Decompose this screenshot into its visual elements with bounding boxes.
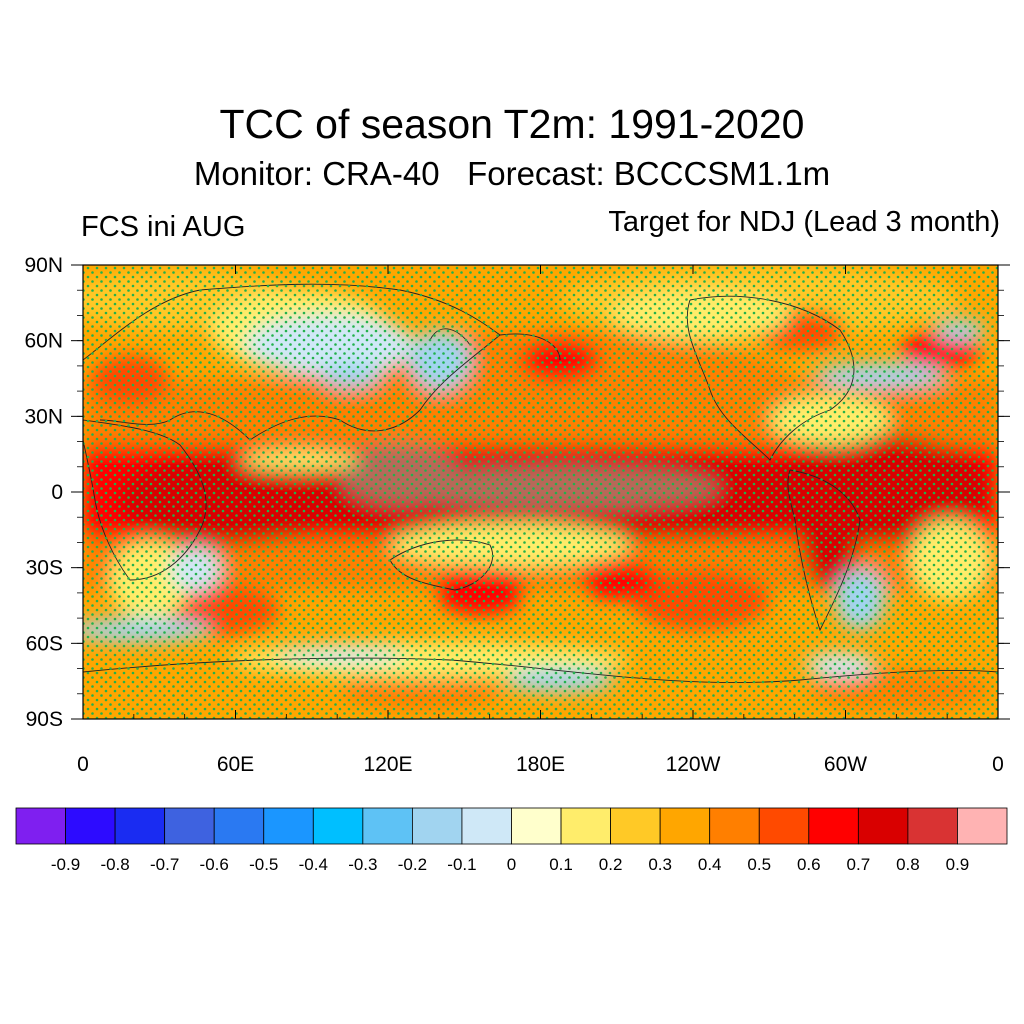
colorbar-swatch: [808, 807, 859, 845]
colorbar-swatch: [213, 807, 265, 845]
colorbar-label: 0.5: [747, 855, 771, 874]
colorbar-swatch: [857, 807, 909, 845]
init-label: FCS ini AUG: [81, 211, 246, 243]
colorbar-label: -0.3: [348, 855, 377, 874]
colorbar-label: -0.7: [150, 855, 179, 874]
colorbar-swatch: [114, 807, 166, 845]
x-tick-label: 60E: [217, 753, 254, 776]
colorbar-label: -0.8: [100, 855, 129, 874]
y-tick-label: 60S: [26, 632, 63, 655]
colorbar-swatch: [610, 807, 661, 845]
y-tick-label: 0: [51, 481, 63, 504]
colorbar-swatch: [461, 807, 512, 845]
colorbar-label: -0.6: [200, 855, 229, 874]
y-tick-label: 90S: [26, 708, 63, 731]
map-plot-area: [83, 265, 998, 719]
x-tick-label: 0: [992, 753, 1004, 776]
colorbar-label: 0.6: [797, 855, 821, 874]
colorbar-swatch: [263, 807, 314, 845]
y-tick-label: 30S: [26, 557, 63, 580]
colorbar-label: -0.1: [447, 855, 476, 874]
colorbar-label: 0.3: [648, 855, 672, 874]
colorbar-label: -0.9: [51, 855, 80, 874]
colorbar-swatch: [65, 807, 116, 845]
colorbar-swatch: [312, 807, 364, 845]
colorbar: -0.9 -0.8 -0.7 -0.6 -0.5 -0.4 -0.3 -0.2 -0.1 0 0.1…: [15, 807, 1008, 874]
colorbar-label: -0.4: [299, 855, 328, 874]
colorbar-swatch: [709, 807, 760, 845]
colorbar-label: 0.8: [896, 855, 920, 874]
x-tick-label: 0: [77, 753, 89, 776]
y-tick-label: 30N: [24, 405, 63, 428]
colorbar-label: 0.2: [599, 855, 623, 874]
colorbar-swatch: [560, 807, 611, 845]
colorbar-label: 0.4: [698, 855, 722, 874]
colorbar-label: 0.7: [847, 855, 871, 874]
colorbar-swatch: [758, 807, 810, 845]
colorbar-swatch: [659, 807, 711, 845]
x-tick-label: 120W: [666, 753, 721, 776]
colorbar-label: 0: [507, 855, 516, 874]
colorbar-swatch: [362, 807, 413, 845]
x-tick-label: 120E: [363, 753, 412, 776]
colorbar-label: -0.2: [398, 855, 427, 874]
y-tick-label: 60N: [24, 330, 63, 353]
colorbar-label: 0.9: [946, 855, 970, 874]
colorbar-swatch: [411, 807, 463, 845]
target-label: Target for NDJ (Lead 3 month): [608, 206, 1000, 238]
colorbar-swatch: [15, 807, 66, 845]
x-tick-label: 180E: [516, 753, 565, 776]
axis-layer: 0 60E 120E 180E 120W 60W 0 90N 60N 30N 0 30S 60S 90S: [24, 254, 1010, 776]
colorbar-swatch: [164, 807, 215, 845]
page-title: TCC of season T2m: 1991-2020: [219, 101, 805, 147]
colorbar-swatch: [907, 807, 958, 845]
x-tick-label: 60W: [824, 753, 867, 776]
colorbar-label: 0.1: [549, 855, 573, 874]
colorbar-swatch: [957, 807, 1008, 845]
colorbar-swatch: [511, 807, 562, 845]
subtitle: Monitor: CRA-40 Forecast: BCCCSM1.1m: [193, 155, 831, 192]
colorbar-label: -0.5: [249, 855, 278, 874]
y-tick-label: 90N: [24, 254, 63, 277]
significance-stipple: [83, 265, 998, 719]
